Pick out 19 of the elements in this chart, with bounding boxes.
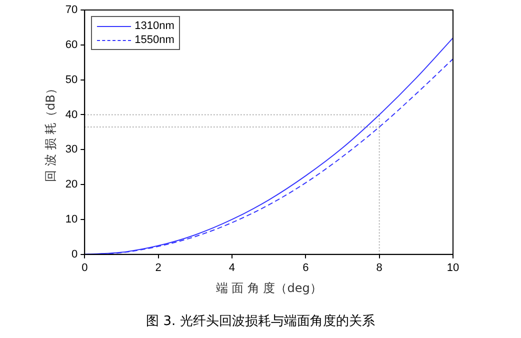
x-tick-label: 2 bbox=[155, 262, 162, 274]
y-tick-label: 20 bbox=[65, 178, 78, 191]
x-tick-label: 6 bbox=[302, 262, 309, 274]
legend-label: 1550nm bbox=[134, 34, 174, 46]
x-tick-label: 0 bbox=[82, 262, 88, 274]
y-tick-label: 0 bbox=[72, 248, 78, 260]
x-tick-label: 8 bbox=[376, 262, 382, 274]
y-tick-label: 10 bbox=[65, 214, 78, 226]
x-tick-label: 10 bbox=[446, 262, 460, 274]
y-tick-label: 60 bbox=[65, 38, 78, 51]
x-axis-title: 端 面 角 度（deg） bbox=[216, 280, 322, 295]
y-tick-label: 40 bbox=[65, 108, 78, 121]
legend-label: 1310nm bbox=[134, 20, 174, 32]
x-tick-label: 4 bbox=[228, 262, 236, 274]
y-tick-label: 30 bbox=[65, 144, 78, 156]
caption: 图 3. 光纤头回波损耗与端面角度的关系 bbox=[145, 313, 376, 330]
y-axis-title: 回 波 损 耗（dB） bbox=[43, 82, 58, 182]
y-tick-label: 70 bbox=[65, 4, 78, 16]
y-tick-label: 50 bbox=[65, 74, 78, 86]
